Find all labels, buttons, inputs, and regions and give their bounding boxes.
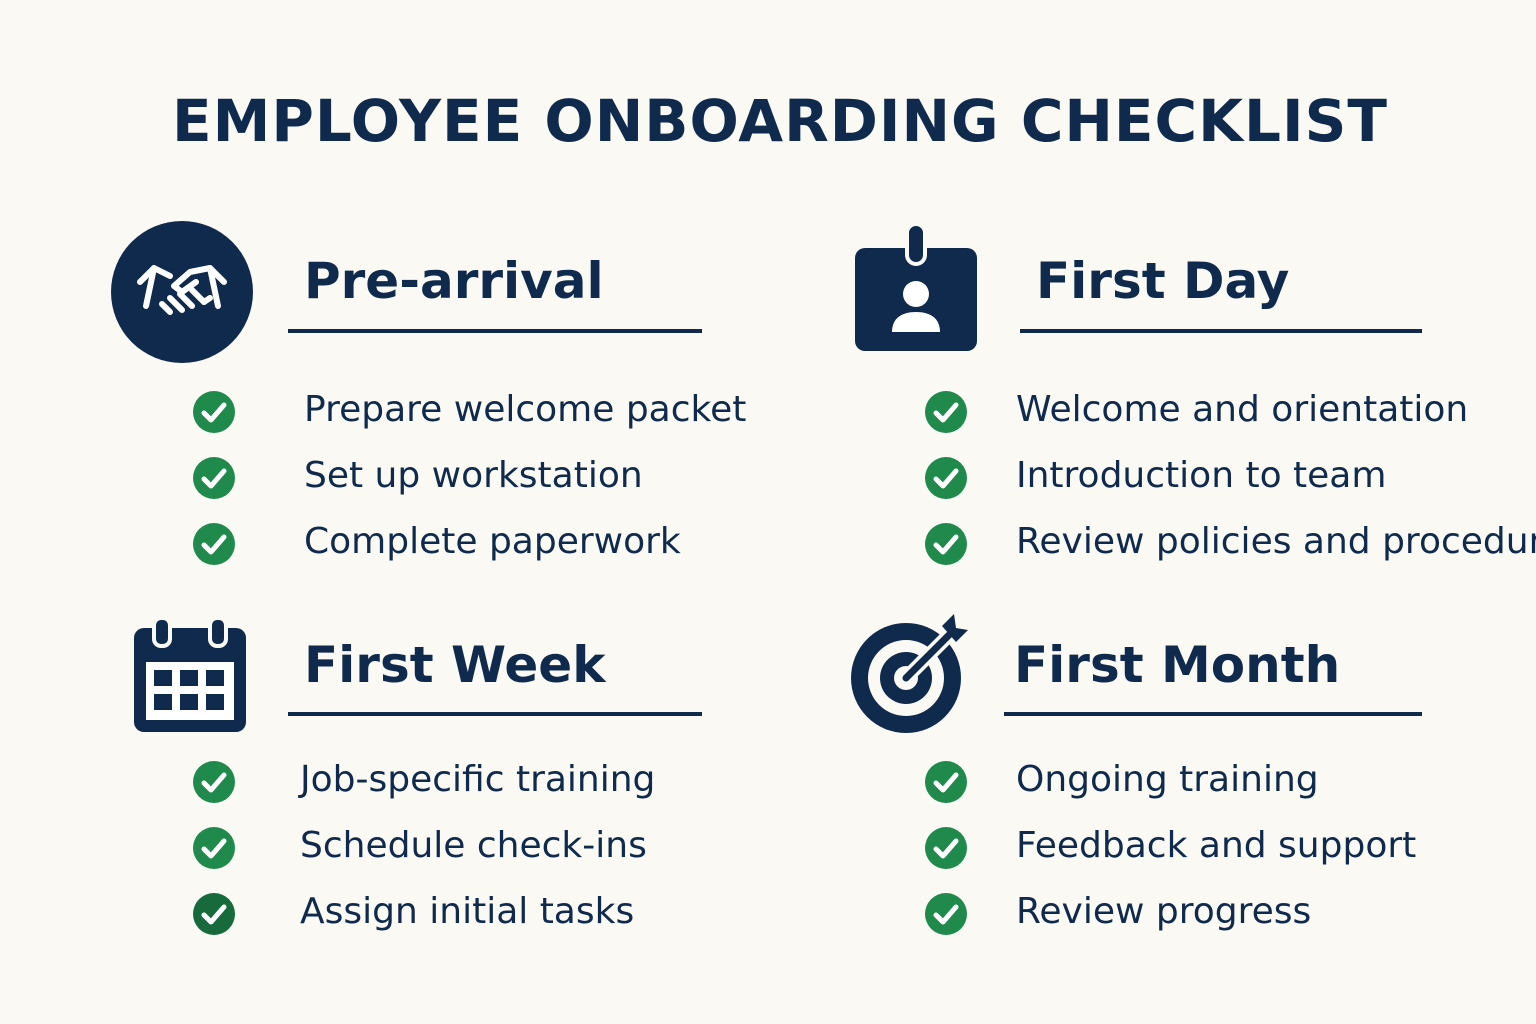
item-label: Assign initial tasks	[300, 891, 635, 932]
check-icon	[925, 827, 967, 869]
section-first-day: First Day Welcome and orientation Introd…	[840, 218, 1536, 565]
check-icon	[193, 391, 235, 433]
target-icon	[850, 612, 976, 738]
section-heading: First Month	[1014, 636, 1341, 694]
item-label: Feedback and support	[1016, 825, 1417, 866]
item-label: Introduction to team	[1016, 455, 1387, 496]
section-pre-arrival: Pre-arrival Prepare welcome packet Set u…	[108, 218, 808, 565]
check-icon	[193, 457, 235, 499]
check-icon	[925, 457, 967, 499]
check-icon	[925, 893, 967, 935]
section-underline	[1004, 712, 1422, 716]
check-icon	[193, 761, 235, 803]
section-heading: Pre-arrival	[304, 252, 604, 310]
section-first-week: First Week Job-specific training Schedul…	[108, 604, 808, 944]
check-icon	[193, 827, 235, 869]
section-heading: First Week	[304, 636, 606, 694]
item-label: Schedule check-ins	[300, 825, 647, 866]
item-label: Prepare welcome packet	[304, 389, 747, 430]
check-icon	[925, 391, 967, 433]
item-label: Complete paperwork	[304, 521, 681, 562]
section-heading: First Day	[1036, 252, 1290, 310]
item-label: Review progress	[1016, 891, 1312, 932]
item-label: Review policies and procedures	[1016, 521, 1536, 562]
check-icon	[193, 523, 235, 565]
item-label: Job-specific training	[300, 759, 656, 800]
section-underline	[288, 329, 702, 333]
calendar-icon	[132, 616, 248, 734]
id-badge-icon	[854, 222, 978, 352]
item-label: Welcome and orientation	[1016, 389, 1469, 430]
check-icon	[193, 893, 235, 935]
check-icon	[925, 761, 967, 803]
section-underline	[1020, 329, 1422, 333]
item-label: Ongoing training	[1016, 759, 1319, 800]
section-first-month: First Month Ongoing training Feedback an…	[840, 604, 1536, 944]
check-icon	[925, 523, 967, 565]
handshake-icon	[110, 220, 254, 364]
page-title: EMPLOYEE ONBOARDING CHECKLIST	[172, 87, 1388, 155]
section-underline	[288, 712, 702, 716]
item-label: Set up workstation	[304, 455, 643, 496]
